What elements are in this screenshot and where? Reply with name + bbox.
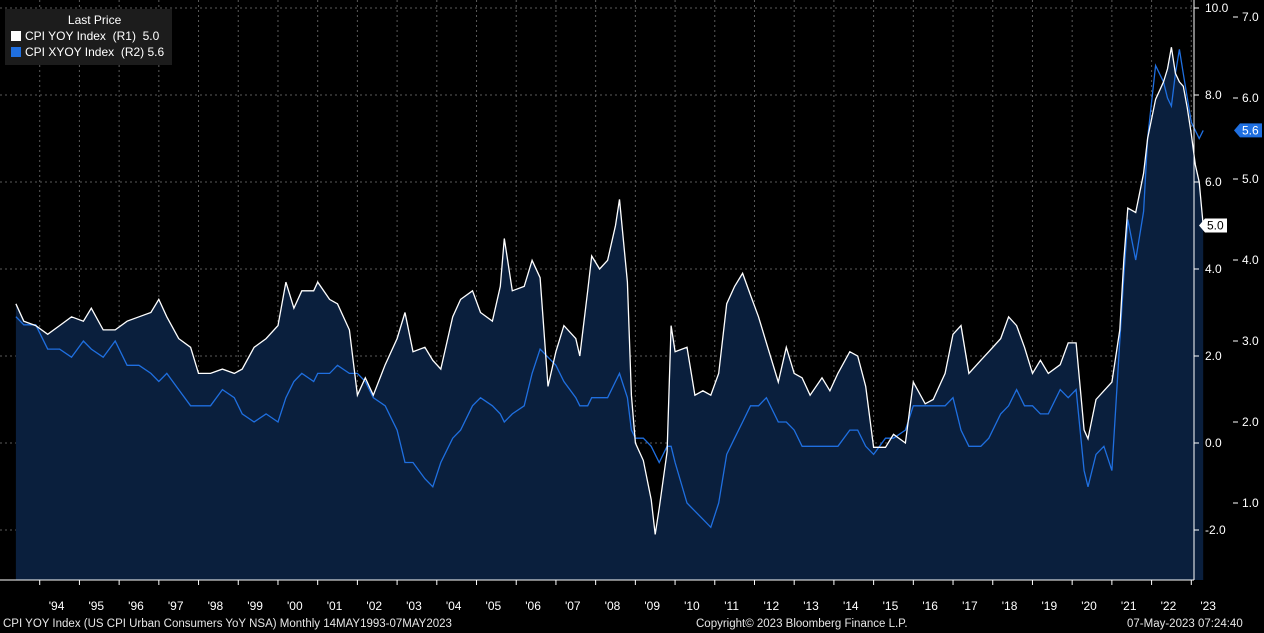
x-tick-label: '17 xyxy=(962,599,978,613)
r1-tick-label: 6.0 xyxy=(1205,175,1222,189)
r2-tick-label: 2.0 xyxy=(1242,415,1259,429)
x-tick-label: '11 xyxy=(724,599,739,613)
x-tick-label: '12 xyxy=(764,599,780,613)
r2-tick-label: 5.0 xyxy=(1242,172,1259,186)
x-tick-label: '15 xyxy=(883,599,899,613)
x-axis: '94 '95 '96 '97 '98 '99 '00 '01 '02 '03 '04 '05 '06 '… xyxy=(39,580,1216,613)
x-tick-label: '04 xyxy=(446,599,462,613)
x-tick-label: '97 xyxy=(168,599,184,613)
x-tick-label: '96 xyxy=(128,599,144,613)
cpi-yoy-area xyxy=(15,47,1204,580)
r1-tick-label: 8.0 xyxy=(1205,88,1222,102)
x-tick-label: '00 xyxy=(287,599,303,613)
x-tick-label: '99 xyxy=(247,599,263,613)
r2-tick-label: 7.0 xyxy=(1242,10,1259,24)
x-tick-label: '09 xyxy=(644,599,660,613)
plot-area xyxy=(15,47,1204,580)
x-tick-label: '07 xyxy=(565,599,581,613)
x-tick-label: '18 xyxy=(1002,599,1018,613)
r1-tick-label: 0.0 xyxy=(1205,436,1222,450)
r2-tick-label: 3.0 xyxy=(1242,334,1259,348)
x-tick-label: '08 xyxy=(605,599,621,613)
x-tick-label: '06 xyxy=(525,599,541,613)
cpi-xyoy-line xyxy=(15,49,1204,529)
x-tick-label: '14 xyxy=(843,599,859,613)
legend-item-cpi-yoy[interactable]: CPI YOY Index (R1) 5.0 xyxy=(11,28,164,44)
x-tick-label: '21 xyxy=(1121,599,1137,613)
footer-description: CPI YOY Index (US CPI Urban Consumers Yo… xyxy=(3,618,452,630)
x-tick-label: '03 xyxy=(406,599,422,613)
x-tick-label: '95 xyxy=(88,599,104,613)
footer-copyright: Copyright© 2023 Bloomberg Finance L.P. xyxy=(696,618,908,630)
x-tick-label: '20 xyxy=(1081,599,1097,613)
x-tick-label: '13 xyxy=(803,599,819,613)
x-tick-label: '10 xyxy=(684,599,700,613)
legend: Last Price CPI YOY Index (R1) 5.0 CPI XY… xyxy=(5,9,173,65)
r2-tick-label: 6.0 xyxy=(1242,91,1259,105)
x-tick-label: '22 xyxy=(1161,599,1177,613)
r2-tick-label: 4.0 xyxy=(1242,253,1259,267)
r1-tick-label: -2.0 xyxy=(1205,523,1226,537)
footer-timestamp: 07-May-2023 07:24:40 xyxy=(1127,618,1243,630)
x-tick-label: '23 xyxy=(1200,599,1216,613)
last-value-tag-bg xyxy=(1234,123,1262,138)
x-tick-label: '94 xyxy=(49,599,65,613)
legend-swatch-white xyxy=(11,31,21,41)
x-tick-label: '02 xyxy=(366,599,382,613)
legend-label: CPI YOY Index (R1) 5.0 xyxy=(25,29,160,43)
x-tick-label: '01 xyxy=(327,599,343,613)
cpi-yoy-line xyxy=(15,47,1204,535)
r1-axis: 10.0 8.0 6.0 4.0 2.0 0.0 -2.0 xyxy=(1194,1,1229,537)
legend-swatch-blue xyxy=(11,47,21,57)
last-value-tags: 5.6 5.0 xyxy=(1199,123,1262,233)
legend-label: CPI XYOY Index (R2) 5.6 xyxy=(25,45,165,59)
last-value-tag-text: 5.6 xyxy=(1242,123,1259,137)
legend-item-cpi-xyoy[interactable]: CPI XYOY Index (R2) 5.6 xyxy=(11,44,164,60)
footer: CPI YOY Index (US CPI Urban Consumers Yo… xyxy=(0,616,1264,633)
x-tick-label: '19 xyxy=(1041,599,1057,613)
legend-title: Last Price xyxy=(67,13,122,27)
last-value-tag-bg xyxy=(1199,218,1227,233)
x-tick-label: '98 xyxy=(208,599,224,613)
r1-tick-label: 2.0 xyxy=(1205,349,1222,363)
last-value-tag-text: 5.0 xyxy=(1207,219,1224,233)
r1-tick-label: 4.0 xyxy=(1205,262,1222,276)
x-tick-label: '05 xyxy=(486,599,502,613)
r2-axis: 7.0 6.0 5.0 4.0 3.0 2.0 1.0 xyxy=(1233,10,1259,510)
r2-tick-label: 1.0 xyxy=(1242,496,1259,510)
r1-tick-label: 10.0 xyxy=(1205,1,1229,15)
x-tick-label: '16 xyxy=(922,599,938,613)
